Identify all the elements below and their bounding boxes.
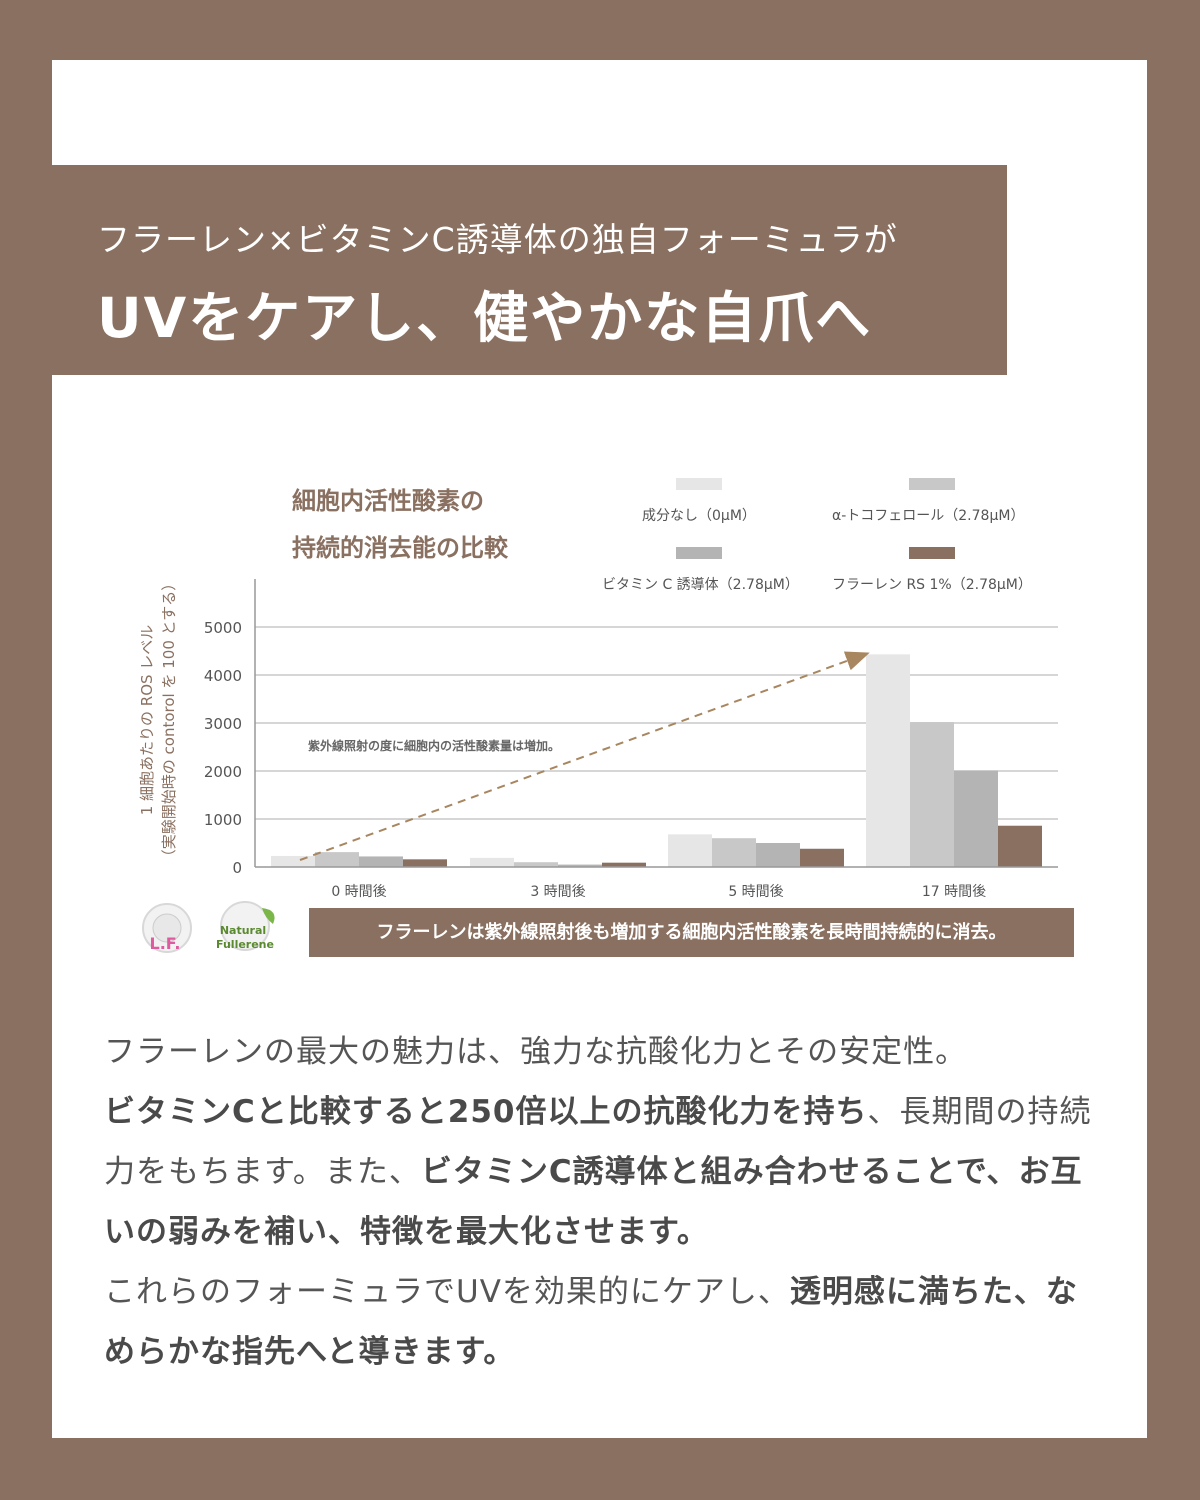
x-tick-label: 5 時間後 [728, 884, 783, 900]
trend-arrow [299, 651, 870, 861]
chart-note: フラーレンは紫外線照射後も増加する細胞内活性酸素を長時間持続的に消去。 [309, 908, 1074, 957]
bar-2-3 [954, 770, 998, 867]
legend-label-2: ビタミン C 誘導体（2.78μM） [602, 577, 799, 593]
y-tick-label: 2000 [204, 763, 242, 781]
natural-logo-line2: Fullerene [216, 938, 274, 951]
bar-1-3 [910, 722, 954, 867]
legend-swatch-1 [909, 478, 955, 490]
natural-fullerene-logo-graphic: Natural Fullerene [216, 901, 275, 951]
chart-title-line1: 細胞内活性酸素の [292, 487, 484, 515]
y-axis-label: 1 細胞あたりの ROS レベル （実験開始時の contorol を 100 … [138, 576, 178, 864]
banner-subtitle: フラーレン×ビタミンC誘導体の独自フォーミュラが [97, 220, 898, 259]
bar-0-3 [866, 654, 910, 867]
bar-3-3 [998, 825, 1042, 867]
bar-0-2 [668, 834, 712, 867]
y-tick-label: 1000 [204, 811, 242, 829]
bar-3-2 [800, 848, 844, 867]
body-p2-bold2: ビタミンC誘導体と組み合わせることで、お互いの弱みを補い、特徴を最大化させます。 [104, 1154, 1083, 1250]
lf-logo-graphic: L.F. [142, 903, 192, 953]
y-axis-label-line1: 1 細胞あたりの ROS レベル [138, 625, 156, 816]
legend-swatch-2 [676, 547, 722, 559]
banner-title: UVをケアし、健やかな自爪へ [97, 286, 873, 350]
natural-logo-line1: Natural [220, 924, 266, 937]
bar-1-1 [514, 862, 558, 867]
bar-3-0 [403, 859, 447, 867]
chart-annotation: 紫外線照射の度に細胞内の活性酸素量は増加。 [308, 738, 560, 753]
body-p2-rest: 、長期間の持続力をもちます。また、 [104, 1094, 1092, 1190]
lf-logo: L.F. [135, 900, 205, 960]
bar-3-1 [602, 862, 646, 867]
header-banner: フラーレン×ビタミンC誘導体の独自フォーミュラが UVをケアし、健やかな自爪へ [52, 165, 1007, 375]
body-text: フラーレンの最大の魅力は、強力な抗酸化力とその安定性。 ビタミンCと比較すると2… [104, 1022, 1104, 1382]
bar-0-0 [271, 855, 315, 867]
y-tick-label: 4000 [204, 667, 242, 685]
y-tick-label: 5000 [204, 619, 242, 637]
chart-title-line2: 持続的消去能の比較 [292, 534, 508, 562]
legend-label-0: 成分なし（0μM） [642, 508, 756, 524]
natural-fullerene-logo: Natural Fullerene [207, 898, 277, 958]
bar-2-0 [359, 856, 403, 867]
x-tick-label: 17 時間後 [922, 884, 986, 900]
x-tick-label: 0 時間後 [331, 884, 386, 900]
bar-2-2 [756, 843, 800, 867]
lf-logo-text: L.F. [150, 934, 181, 953]
legend-label-1: α-トコフェロール（2.78μM） [832, 508, 1025, 524]
y-tick-label: 0 [232, 859, 242, 877]
bar-0-1 [470, 857, 514, 867]
bar-2-1 [558, 864, 602, 867]
x-tick-label: 3 時間後 [530, 884, 585, 900]
bar-1-2 [712, 838, 756, 867]
y-tick-label: 3000 [204, 715, 242, 733]
body-p3: これらのフォーミュラでUVを効果的にケアし、 [104, 1274, 790, 1310]
legend-label-3: フラーレン RS 1%（2.78μM） [832, 577, 1032, 593]
legend-swatch-3 [909, 547, 955, 559]
body-p1: フラーレンの最大の魅力は、強力な抗酸化力とその安定性。 [104, 1034, 968, 1070]
body-p2-bold: ビタミンCと比較すると250倍以上の抗酸化力を持ち [104, 1094, 868, 1130]
chart-title: 細胞内活性酸素の 持続的消去能の比較 [292, 478, 508, 572]
legend-swatch-0 [676, 478, 722, 490]
y-axis-label-line2: （実験開始時の contorol を 100 とする） [160, 576, 178, 864]
body-p3-bold: 透明感に満ちた、なめらかな指先へと導きます。 [104, 1274, 1078, 1370]
bar-1-0 [315, 852, 359, 867]
